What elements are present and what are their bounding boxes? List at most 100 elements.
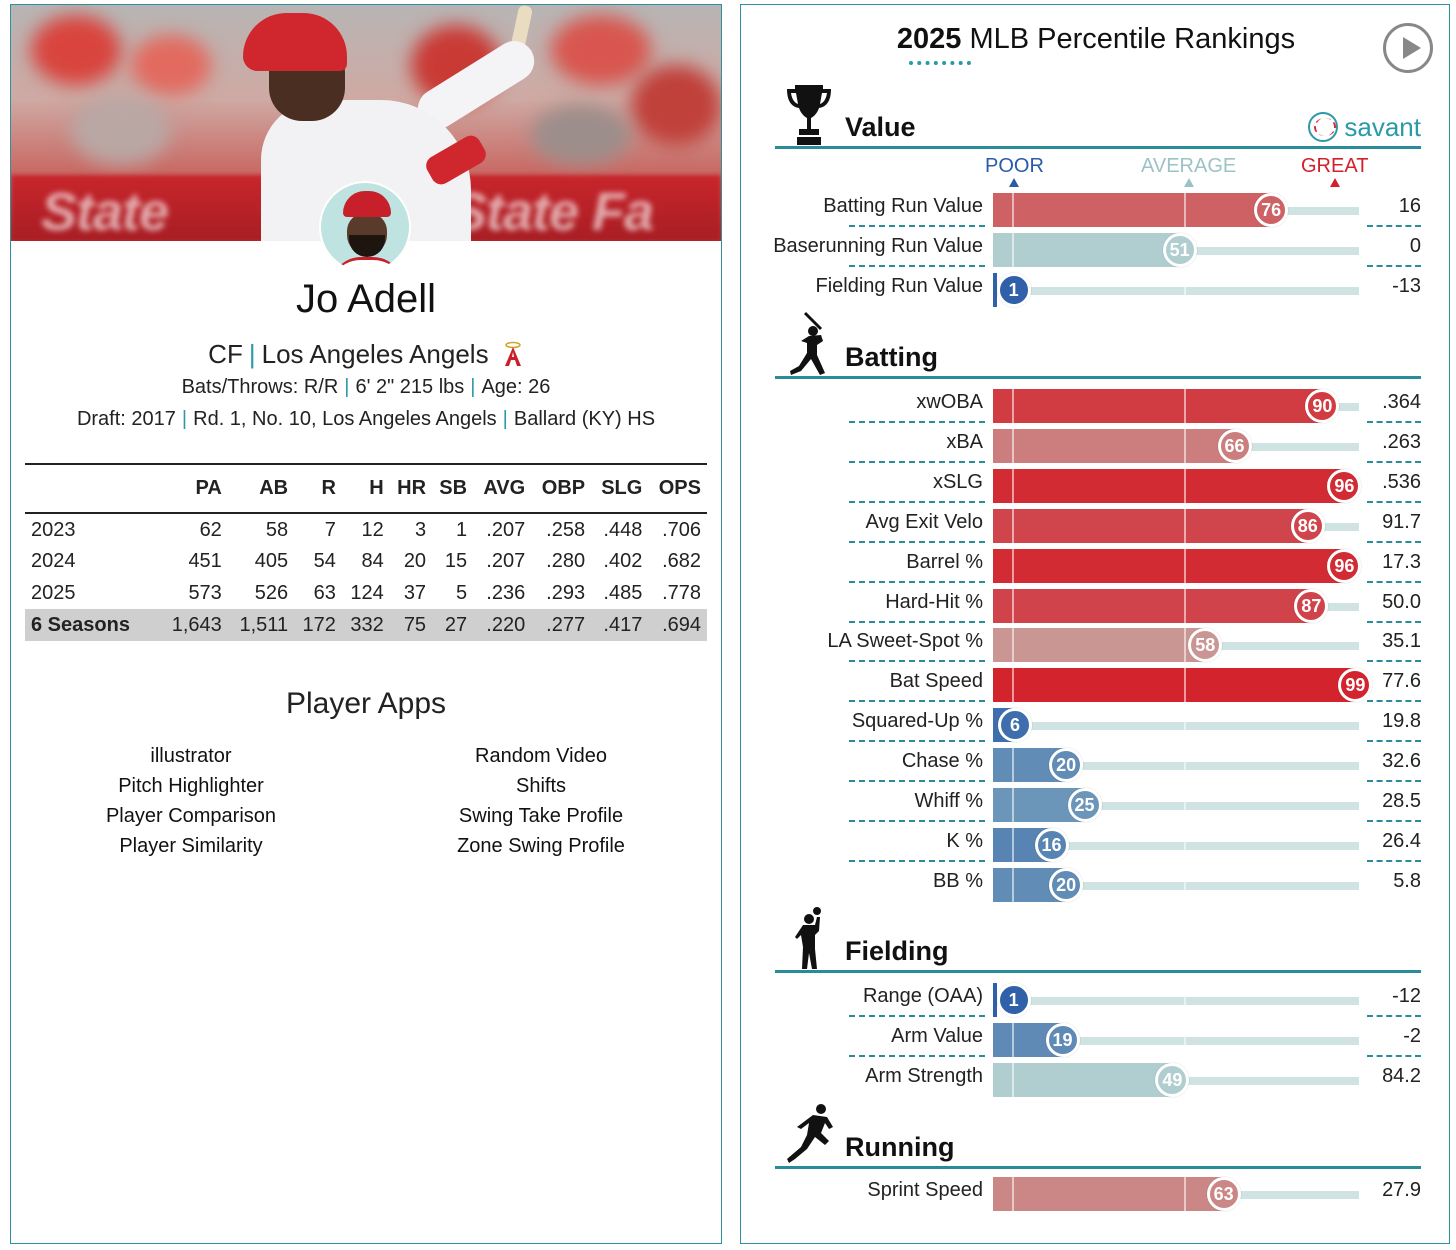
metric-label: xBA	[946, 430, 983, 453]
savant-logo[interactable]: savant	[1308, 106, 1421, 143]
play-button[interactable]	[1383, 23, 1433, 73]
metric-row[interactable]: Whiff % 25 28.5	[741, 784, 1449, 824]
section-divider	[775, 1166, 1421, 1169]
metric-row[interactable]: Batting Run Value 76 16	[741, 189, 1449, 229]
metric-label: Arm Strength	[865, 1064, 983, 1087]
percentile-bar	[993, 628, 1206, 663]
section-divider	[775, 970, 1421, 973]
percentile-badge: 6	[997, 708, 1032, 743]
row-divider	[849, 660, 985, 663]
stat-cell: .448	[603, 519, 643, 541]
metric-row[interactable]: LA Sweet-Spot % 58 35.1	[741, 624, 1449, 664]
metric-row[interactable]: Fielding Run Value 1 -13	[741, 269, 1449, 309]
draft-year[interactable]: 2017	[131, 408, 176, 430]
value-divider	[1367, 780, 1421, 783]
section-divider	[775, 376, 1421, 379]
metric-row[interactable]: Arm Value 19 -2	[741, 1019, 1449, 1059]
value-divider	[1367, 264, 1421, 267]
metric-label: Bat Speed	[889, 670, 983, 693]
stat-cell: 124	[350, 581, 384, 604]
legend-poor-label: POOR	[985, 155, 1044, 177]
stat-cell: .277	[531, 609, 592, 641]
stat-cell: .417	[591, 609, 649, 641]
percentile-badge: 16	[1034, 827, 1069, 862]
average-marker-line	[1184, 193, 1186, 227]
stat-cell: 172	[294, 609, 342, 641]
player-apps-title: Player Apps	[285, 687, 447, 720]
player-app-link[interactable]: illustrator	[150, 745, 232, 767]
player-app-link[interactable]: Shifts	[515, 775, 567, 797]
percentile-badge: 90	[1305, 389, 1340, 423]
metric-row[interactable]: Hard-Hit % 87 50.0	[741, 585, 1449, 625]
metric-row[interactable]: Barrel % 96 17.3	[741, 545, 1449, 585]
average-marker-line	[1184, 788, 1186, 822]
draft-pick: Rd. 1, No. 10, Los Angeles Angels	[193, 408, 497, 430]
metric-value: .263	[1382, 430, 1421, 453]
stat-cell: 75	[389, 609, 433, 641]
rankings-year[interactable]: 2025	[896, 23, 962, 55]
poor-marker-line	[1012, 827, 1014, 862]
row-divider	[849, 780, 985, 783]
stat-cell: 20	[403, 549, 427, 572]
metric-row[interactable]: Avg Exit Velo 86 91.7	[741, 505, 1449, 545]
metric-row[interactable]: xwOBA 90 .364	[741, 385, 1449, 425]
player-team[interactable]: Los Angeles Angels	[261, 339, 489, 369]
stats-header: PA	[159, 463, 228, 514]
stats-header-row: PA AB R H HR SB AVG OBP SLG OPS	[25, 463, 707, 514]
percentile-badge: 63	[1206, 1177, 1241, 1211]
player-app-link[interactable]: Player Similarity	[119, 835, 263, 857]
value-divider	[1367, 421, 1421, 423]
metric-value: 28.5	[1382, 790, 1421, 812]
poor-marker-line	[1012, 867, 1014, 902]
metric-row[interactable]: xBA 66 .263	[741, 425, 1449, 465]
player-app-link[interactable]: Pitch Highlighter	[118, 775, 264, 797]
poor-marker-line	[1012, 668, 1014, 703]
player-app-link[interactable]: Player Comparison	[105, 805, 277, 827]
metric-row[interactable]: Range (OAA) 1 -12	[741, 979, 1449, 1019]
value-divider	[1367, 740, 1421, 743]
avatar	[319, 181, 411, 273]
trophy-icon	[787, 85, 831, 145]
percentile-badge: 87	[1294, 588, 1329, 623]
value-divider	[1367, 460, 1421, 463]
metric-row[interactable]: Squared-Up % 6 19.8	[741, 704, 1449, 744]
metric-row[interactable]: Chase % 20 32.6	[741, 744, 1449, 784]
value-divider	[1367, 700, 1421, 703]
poor-marker-line	[1012, 389, 1014, 423]
metric-value: 19.8	[1382, 710, 1421, 733]
rankings-title-text: MLB Percentile Rankings	[969, 23, 1296, 55]
player-position-team: CF | Los Angeles Angels	[11, 337, 721, 370]
stat-cell: .778	[662, 581, 701, 604]
average-marker-line	[1184, 548, 1186, 583]
stat-cell: .402	[603, 549, 643, 572]
percentile-bar	[993, 232, 1180, 267]
value-divider	[1367, 540, 1421, 543]
metric-row[interactable]: Bat Speed 99 77.6	[741, 664, 1449, 704]
metric-value: .536	[1382, 470, 1421, 493]
metric-row[interactable]: K % 16 26.4	[741, 824, 1449, 864]
metric-row[interactable]: Baserunning Run Value 51 0	[741, 229, 1449, 269]
stat-cell: .280	[546, 549, 586, 572]
average-marker-line	[1184, 468, 1186, 503]
metric-row[interactable]: BB % 20 5.8	[741, 864, 1449, 904]
poor-marker-line	[1012, 788, 1014, 822]
player-app-link[interactable]: Swing Take Profile	[458, 805, 624, 827]
row-divider	[849, 700, 985, 703]
player-apps-left: illustrator Pitch Highlighter Player Compa…	[51, 741, 331, 861]
year-dropdown-underline[interactable]	[909, 61, 971, 65]
table-total-row: 6 Seasons 1,643 1,511 172 332 75 27.220.277.41…	[25, 609, 707, 641]
banner-text-left: State	[41, 182, 169, 241]
player-app-link[interactable]: Zone Swing Profile	[457, 835, 625, 857]
poor-marker-line	[1012, 468, 1014, 503]
percentile-bar	[993, 508, 1308, 543]
metric-row[interactable]: xSLG 96 .536	[741, 465, 1449, 505]
metric-row[interactable]: Arm Strength 49 84.2	[741, 1059, 1449, 1099]
baseball-icon	[1308, 112, 1339, 142]
percentile-badge: 58	[1188, 628, 1223, 663]
metric-label: xSLG	[932, 470, 983, 493]
poor-marker-line	[1012, 1022, 1014, 1057]
metric-row[interactable]: Sprint Speed 63 27.9	[741, 1173, 1449, 1213]
season-cell: 2024	[31, 549, 76, 572]
player-app-link[interactable]: Random Video	[475, 745, 607, 767]
section-title: Batting	[845, 342, 938, 372]
